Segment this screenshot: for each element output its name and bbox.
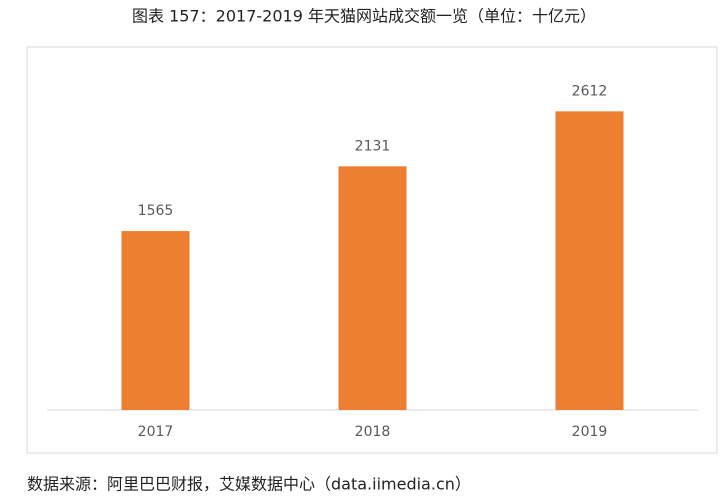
value-label: 1565 bbox=[138, 203, 174, 219]
chart-frame bbox=[26, 46, 718, 454]
x-tick-label: 2018 bbox=[355, 424, 391, 440]
source-note: 数据来源：阿里巴巴财报，艾媒数据中心（data.iimedia.cn） bbox=[27, 475, 471, 494]
bar bbox=[555, 111, 624, 411]
value-label: 2131 bbox=[355, 138, 391, 154]
bar bbox=[338, 166, 407, 410]
value-label: 2612 bbox=[572, 83, 608, 99]
chart-title: 图表 157：2017-2019 年天猫网站成交额一览（单位：十亿元） bbox=[132, 7, 596, 26]
bar bbox=[121, 231, 190, 410]
x-tick-label: 2017 bbox=[138, 424, 174, 440]
x-tick-label: 2019 bbox=[572, 424, 608, 440]
